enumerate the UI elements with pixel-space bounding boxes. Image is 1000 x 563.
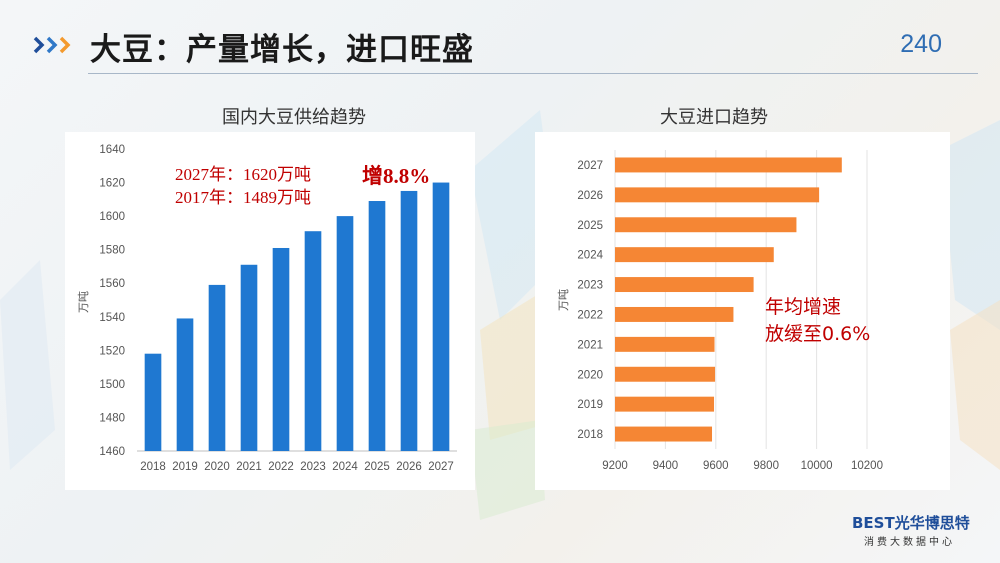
y-tick-label: 1600 — [99, 211, 125, 223]
annotation-growth: 增8.8% — [362, 164, 431, 188]
y-tick-label: 2027 — [577, 160, 603, 172]
chevron-right-icon — [33, 36, 71, 54]
y-tick-label: 2022 — [577, 309, 603, 321]
x-tick-label: 9200 — [602, 460, 628, 472]
y-tick-label: 1640 — [99, 144, 125, 156]
bar-2025 — [368, 201, 386, 451]
page-number: 240 — [900, 30, 942, 58]
x-tick-label: 10000 — [801, 460, 833, 472]
y-tick-label: 2020 — [577, 369, 603, 381]
domestic-supply-bar-chart: 1460 1480 1500 1520 1540 1560 1580 1600 1620 1640… — [77, 144, 457, 473]
y-tick-label: 2021 — [577, 339, 603, 351]
x-tick-label: 2027 — [428, 461, 454, 473]
y-tick-label: 2024 — [577, 250, 603, 262]
bar-2027 — [615, 157, 842, 173]
x-tick-label: 10200 — [851, 460, 883, 472]
x-tick-label: 9400 — [653, 460, 679, 472]
bar-2024 — [615, 247, 774, 263]
x-tick-label: 2018 — [140, 461, 166, 473]
x-tick-label: 2019 — [172, 461, 198, 473]
y-tick-label: 2023 — [577, 280, 603, 292]
page-title: 大豆：产量增长，进口旺盛 — [90, 32, 474, 68]
y-tick-label: 2018 — [577, 429, 603, 441]
bar-2022 — [272, 247, 290, 451]
bar-2020 — [208, 284, 226, 451]
bar-2022 — [615, 306, 734, 322]
bar-2026 — [400, 190, 418, 451]
y-tick-label: 2019 — [577, 399, 603, 411]
annotation-2027: 2027年：1620万吨 — [175, 165, 311, 184]
bar-2018 — [144, 353, 162, 451]
x-tick-label: 2022 — [268, 461, 294, 473]
annotation-line1: 年均增速 — [765, 296, 842, 318]
x-tick-label: 2025 — [364, 461, 390, 473]
y-tick-label: 1620 — [99, 178, 125, 190]
annotation-2017: 2017年：1489万吨 — [175, 188, 311, 207]
y-tick-label: 1480 — [99, 412, 125, 424]
left-chart-title: 国内大豆供给趋势 — [222, 107, 366, 128]
bar-2023 — [304, 231, 322, 451]
bar-2018 — [615, 426, 713, 442]
y-axis-label: 万吨 — [77, 291, 90, 313]
right-chart-panel: 9200 9400 9600 9800 10000 10200 2027 2026 2025 20… — [535, 132, 950, 490]
x-tick-label: 2020 — [204, 461, 230, 473]
x-tick-label: 2026 — [396, 461, 422, 473]
y-tick-label: 1500 — [99, 379, 125, 391]
bar-2019 — [615, 396, 715, 412]
bar-2019 — [176, 318, 194, 451]
x-tick-label: 2024 — [332, 461, 358, 473]
bar-2025 — [615, 217, 797, 233]
slide-header: 大豆：产量增长，进口旺盛 240 — [0, 0, 1000, 82]
logo-brand: BEST光华博思特 — [852, 514, 970, 532]
bar-2021 — [240, 264, 258, 451]
y-tick-label: 1460 — [99, 446, 125, 458]
left-chart-panel: 1460 1480 1500 1520 1540 1560 1580 1600 1620 1640… — [65, 132, 475, 490]
y-tick-label: 1540 — [99, 312, 125, 324]
bar-2021 — [615, 336, 715, 352]
bar-2020 — [615, 366, 716, 382]
bar-2026 — [615, 187, 820, 203]
x-tick-label: 2023 — [300, 461, 326, 473]
import-bar-chart: 9200 9400 9600 9800 10000 10200 2027 2026 2025 20… — [557, 150, 883, 472]
y-tick-label: 1520 — [99, 345, 125, 357]
y-axis-label: 万吨 — [557, 289, 570, 311]
y-tick-label: 1560 — [99, 278, 125, 290]
x-tick-label: 2021 — [236, 461, 262, 473]
y-tick-label: 2026 — [577, 190, 603, 202]
y-tick-label: 2025 — [577, 220, 603, 232]
annotation-avg-growth: 年均增速 放缓至0.6% — [765, 294, 870, 348]
x-tick-label: 9800 — [753, 460, 779, 472]
x-tick-label: 9600 — [703, 460, 729, 472]
right-chart-title: 大豆进口趋势 — [660, 107, 768, 128]
logo-subtitle: 消费大数据中心 — [864, 537, 955, 548]
brand-logo: BEST光华博思特 消费大数据中心 — [852, 512, 982, 552]
y-tick-label: 1580 — [99, 245, 125, 257]
annotation-line2: 放缓至0.6% — [765, 323, 871, 345]
bar-2023 — [615, 277, 754, 293]
bar-2027 — [432, 182, 450, 452]
bar-2024 — [336, 216, 354, 451]
header-divider — [88, 73, 978, 74]
